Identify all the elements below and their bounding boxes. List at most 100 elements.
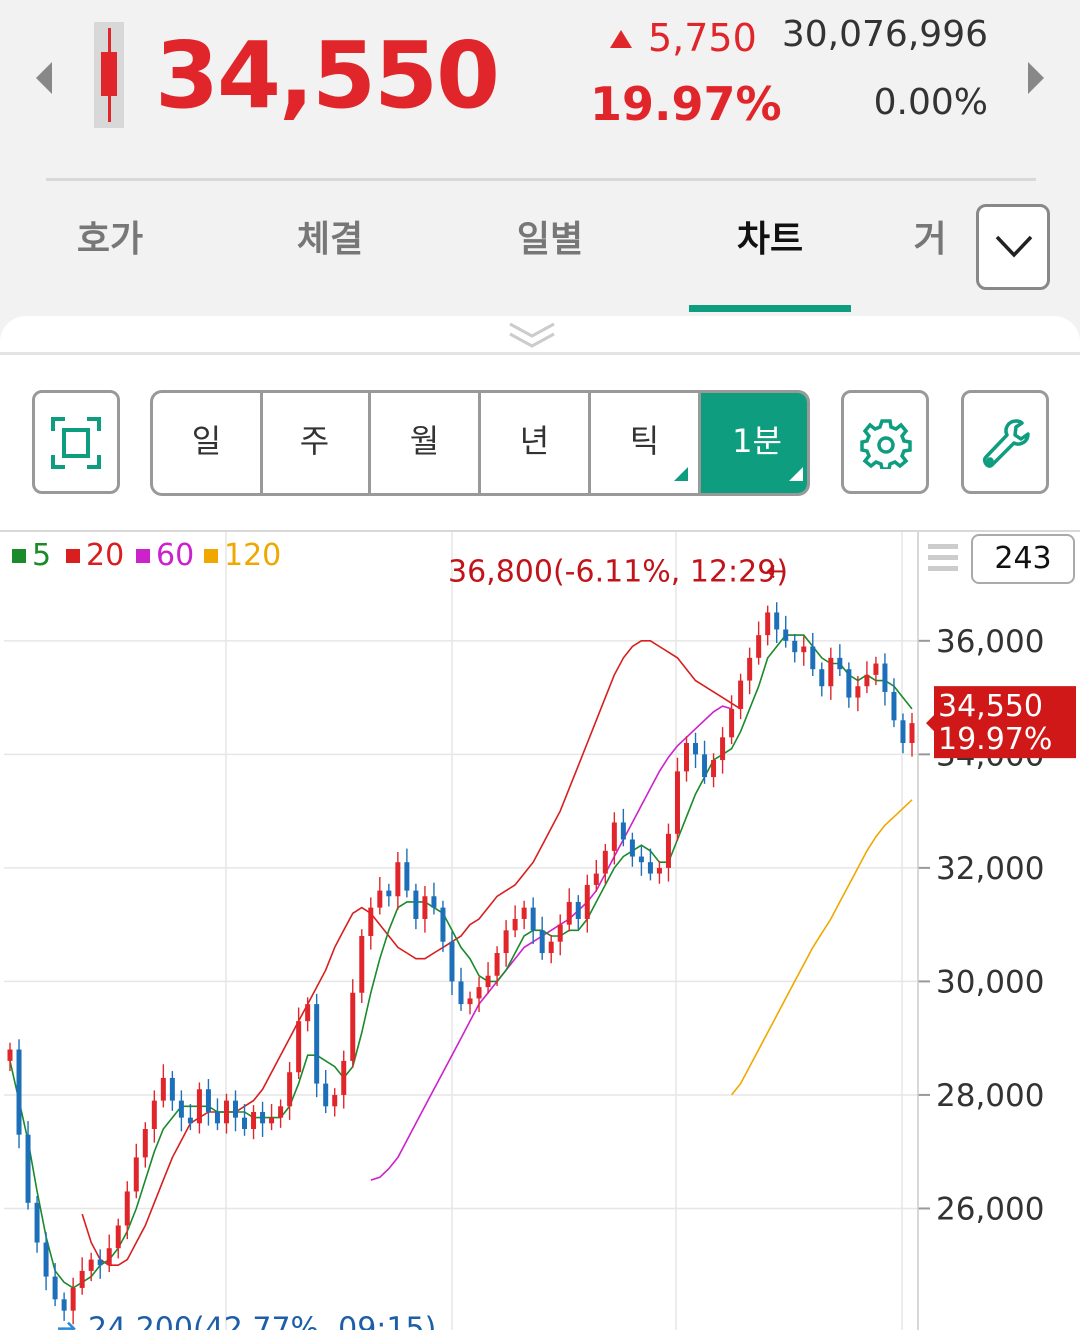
candle-body — [846, 669, 852, 698]
candle-body — [404, 862, 410, 891]
period-month-button[interactable]: 월 — [371, 393, 481, 493]
candle-body — [151, 1100, 157, 1129]
chart-settings-button[interactable] — [841, 390, 929, 494]
candle-body — [413, 890, 419, 919]
tab-more-partial[interactable]: 거 — [913, 219, 947, 260]
candle-body — [864, 674, 870, 687]
period-day-button[interactable]: 일 — [153, 393, 263, 493]
price-header: 34,550 5,750 19.97% 30,076,996 0.00% — [0, 0, 1080, 181]
menu-corner-icon — [674, 467, 688, 481]
candle-body — [819, 669, 825, 687]
gear-icon — [860, 419, 912, 469]
candle-body — [720, 737, 726, 761]
candle-body — [792, 640, 798, 653]
tab-trades[interactable]: 체결 — [296, 219, 364, 260]
y-axis-tick-label: 28,000 — [936, 1078, 1044, 1114]
candle-body — [566, 901, 572, 925]
candle-body — [729, 708, 735, 738]
header-divider — [46, 178, 1036, 181]
ma20-line — [81, 640, 742, 1267]
current-price-pointer-icon — [926, 713, 936, 734]
tabs-dropdown-button[interactable] — [976, 204, 1050, 290]
y-axis-tick-label: 36,000 — [936, 624, 1044, 660]
menu-corner-icon — [789, 467, 803, 481]
legend-ma5: 5 — [12, 538, 51, 574]
tab-chart[interactable]: 차트 — [736, 219, 804, 260]
double-chevron-down-icon[interactable] — [508, 320, 556, 350]
current-price: 34,550 — [155, 22, 500, 129]
previous-stock-arrow-icon[interactable] — [36, 62, 52, 94]
candle-body — [602, 850, 608, 874]
chart-tools-button[interactable] — [961, 390, 1049, 494]
candle-body — [674, 771, 680, 834]
current-percent-label: 19.97% — [938, 722, 1052, 757]
period-week-button[interactable]: 주 — [261, 393, 371, 493]
candle-body — [386, 890, 392, 897]
candle-body — [593, 873, 599, 885]
candle-body — [124, 1191, 130, 1226]
tab-bar: 호가 체결 일별 차트 거 — [0, 190, 1080, 314]
candle-body — [810, 646, 816, 670]
candle-body — [665, 833, 671, 868]
candle-body — [620, 822, 626, 840]
candle-body — [61, 1299, 67, 1311]
tab-daily[interactable]: 일별 — [516, 219, 584, 260]
candle-body — [774, 612, 780, 630]
candle-body — [323, 1083, 329, 1107]
candle-body — [178, 1100, 184, 1118]
candle-body — [873, 663, 879, 675]
chevron-down-icon — [995, 235, 1033, 258]
fullscreen-icon — [51, 417, 101, 469]
period-tick-button[interactable]: 틱 — [591, 393, 701, 493]
candle-body — [485, 975, 491, 988]
candle-body — [214, 1111, 220, 1124]
candle-body — [70, 1287, 76, 1311]
panel-divider — [0, 352, 1080, 355]
candle-body — [97, 1259, 103, 1266]
ma120-line — [730, 799, 913, 1096]
candle-body — [278, 1106, 284, 1118]
candle-body — [855, 686, 861, 698]
candle-body — [647, 862, 653, 874]
candle-body — [205, 1089, 211, 1112]
candle-body — [711, 760, 717, 778]
candle-body — [837, 657, 843, 670]
period-selector: 일 주 월 년 틱 1분 — [150, 390, 810, 496]
candle-body — [693, 743, 699, 755]
candle-body — [368, 907, 374, 936]
candle-body — [43, 1242, 49, 1277]
period-year-button[interactable]: 년 — [481, 393, 591, 493]
candle-body — [422, 896, 428, 919]
low-annotation-label: 24,200(42.77%, 09:15) — [88, 1312, 436, 1330]
y-axis-tick-label: 32,000 — [936, 851, 1044, 887]
candle-body — [747, 657, 753, 681]
candle-body — [557, 924, 563, 942]
candle-body — [476, 987, 482, 999]
candle-body — [106, 1248, 112, 1266]
candle-icon — [94, 22, 124, 128]
chart-menu-icon[interactable] — [928, 544, 958, 574]
high-annotation-label: 36,800(-6.11%, 12:29) — [448, 554, 788, 589]
legend-ma120: 120 — [204, 538, 281, 574]
candle-body — [52, 1276, 58, 1300]
candle-body — [765, 612, 771, 636]
up-triangle-icon — [610, 30, 632, 48]
candle-body — [187, 1117, 193, 1124]
fullscreen-button[interactable] — [32, 390, 120, 494]
next-stock-arrow-icon[interactable] — [1028, 62, 1044, 94]
candle-body — [539, 930, 545, 954]
candle-body — [287, 1072, 293, 1107]
period-1min-button[interactable]: 1분 — [701, 393, 807, 493]
candle-body — [25, 1134, 31, 1203]
candle-body — [530, 907, 536, 931]
candle-body — [503, 930, 509, 954]
candle-body — [16, 1049, 22, 1135]
candle-count-box[interactable]: 243 — [971, 534, 1075, 584]
ma60-line — [370, 705, 732, 1181]
candle-body — [142, 1129, 148, 1158]
chart-panel: 일 주 월 년 틱 1분 — [0, 316, 1080, 1330]
tab-orderbook[interactable]: 호가 — [76, 219, 144, 260]
candle-body — [449, 941, 455, 982]
